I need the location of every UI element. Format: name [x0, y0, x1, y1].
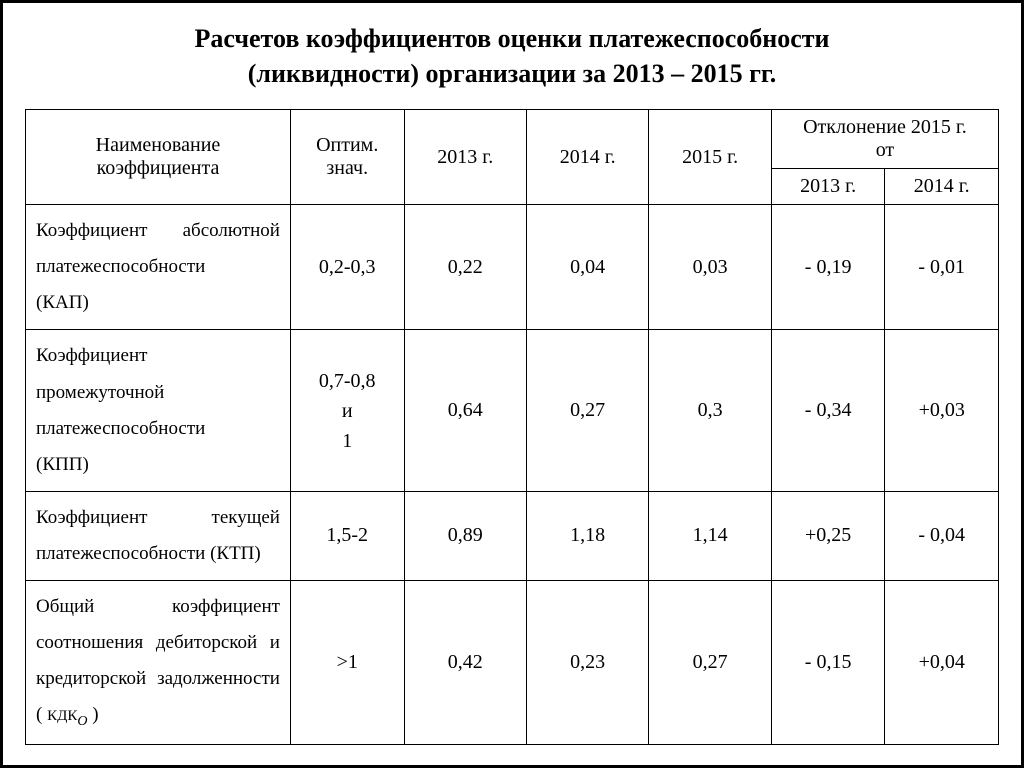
cell-d2013: +0,25 [771, 491, 885, 580]
col-opt-l1: Оптим. [316, 134, 378, 156]
cell-opt: 1,5-2 [290, 491, 404, 580]
kd-suffix: ) [87, 704, 98, 725]
cell-2013: 0,89 [404, 491, 526, 580]
cell-2015: 0,27 [649, 581, 771, 745]
name-line: Коэффициент текущей [36, 507, 280, 528]
cell-opt: 0,2-0,3 [290, 205, 404, 330]
coefficients-table: Наименование коэффициента Оптим. знач. 2… [25, 109, 999, 745]
cell-d2014: - 0,04 [885, 491, 999, 580]
kd-subscript: О [77, 714, 87, 729]
table-row: Коэффициент промежуточной платежеспособн… [26, 330, 999, 491]
table-row: Общий коэффициент соотношения дебиторско… [26, 581, 999, 745]
col-name: Наименование коэффициента [26, 110, 291, 205]
table-row: Коэффициент текущей платежеспособности (… [26, 491, 999, 580]
name-last-line: платежеспособности (КТП) [36, 536, 280, 572]
cell-d2013: - 0,15 [771, 581, 885, 745]
title-line-2: (ликвидности) организации за 2013 – 2015… [248, 59, 777, 88]
name-line: промежуточной [36, 382, 164, 403]
cell-2014: 0,27 [526, 330, 648, 491]
name-line: Коэффициент [36, 345, 147, 366]
cell-d2014: +0,03 [885, 330, 999, 491]
cell-2014: 0,04 [526, 205, 648, 330]
header-row-1: Наименование коэффициента Оптим. знач. 2… [26, 110, 999, 169]
col-dev-2014: 2014 г. [885, 169, 999, 205]
opt-line: 1 [342, 430, 352, 452]
cell-d2014: +0,04 [885, 581, 999, 745]
cell-2015: 0,3 [649, 330, 771, 491]
table-body: Коэффициент абсолютной платежеспособност… [26, 205, 999, 745]
cell-d2013: - 0,34 [771, 330, 885, 491]
name-line: платежеспособности [36, 418, 205, 439]
cell-2013: 0,22 [404, 205, 526, 330]
cell-2013: 0,64 [404, 330, 526, 491]
cell-2015: 0,03 [649, 205, 771, 330]
kd-label: КДК [47, 708, 77, 724]
page-title: Расчетов коэффициентов оценки платежеспо… [25, 21, 999, 91]
col-dev-l2: от [876, 139, 894, 161]
col-dev-l1: Отклонение 2015 г. [803, 116, 967, 138]
name-last-line: (КПП) [36, 447, 280, 483]
col-name-l1: Наименование [96, 134, 221, 156]
cell-name: Коэффициент текущей платежеспособности (… [26, 491, 291, 580]
name-line: Общий коэффициент [36, 596, 280, 617]
opt-line: 0,7-0,8 [319, 370, 376, 392]
cell-name: Общий коэффициент соотношения дебиторско… [26, 581, 291, 745]
kd-prefix: ( [36, 704, 47, 725]
cell-opt: >1 [290, 581, 404, 745]
name-last-line: (КАП) [36, 285, 280, 321]
table-head: Наименование коэффициента Оптим. знач. 2… [26, 110, 999, 205]
cell-2013: 0,42 [404, 581, 526, 745]
col-2014: 2014 г. [526, 110, 648, 205]
cell-d2014: - 0,01 [885, 205, 999, 330]
table-row: Коэффициент абсолютной платежеспособност… [26, 205, 999, 330]
cell-name: Коэффициент промежуточной платежеспособн… [26, 330, 291, 491]
col-dev-2013: 2013 г. [771, 169, 885, 205]
name-line: Коэффициент абсолютной [36, 220, 280, 241]
cell-2014: 0,23 [526, 581, 648, 745]
col-opt-l2: знач. [326, 157, 368, 179]
cell-opt: 0,7-0,8 и 1 [290, 330, 404, 491]
cell-2014: 1,18 [526, 491, 648, 580]
col-deviation-group: Отклонение 2015 г. от [771, 110, 998, 169]
cell-name: Коэффициент абсолютной платежеспособност… [26, 205, 291, 330]
name-line: задолженности [157, 668, 280, 689]
col-2013: 2013 г. [404, 110, 526, 205]
col-2015: 2015 г. [649, 110, 771, 205]
col-opt: Оптим. знач. [290, 110, 404, 205]
cell-2015: 1,14 [649, 491, 771, 580]
opt-line: и [342, 400, 353, 422]
title-line-1: Расчетов коэффициентов оценки платежеспо… [194, 24, 829, 53]
name-last-line: ( КДКО ) [36, 697, 280, 735]
col-name-l2: коэффициента [97, 157, 220, 179]
name-line: платежеспособности [36, 256, 205, 277]
name-line: соотношения дебиторской [36, 632, 257, 653]
page-frame: Расчетов коэффициентов оценки платежеспо… [0, 0, 1024, 768]
cell-d2013: - 0,19 [771, 205, 885, 330]
